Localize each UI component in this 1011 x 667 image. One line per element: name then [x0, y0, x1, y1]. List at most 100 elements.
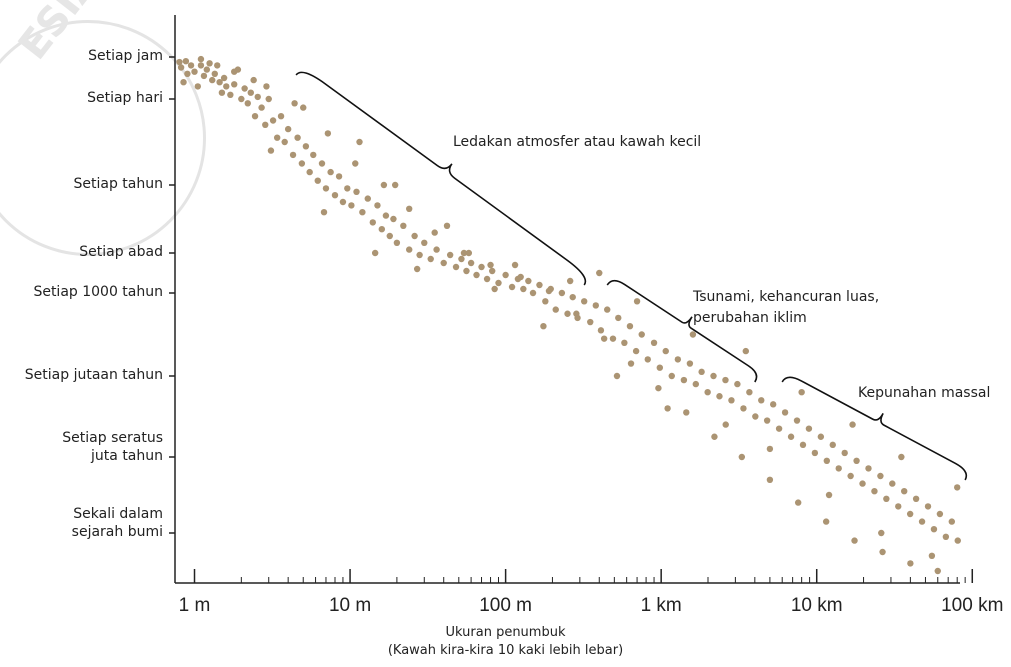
data-point: [478, 263, 485, 271]
data-point: [849, 421, 856, 428]
data-point: [752, 413, 759, 420]
data-point: [689, 331, 697, 338]
data-point: [386, 232, 393, 240]
data-point: [487, 261, 494, 269]
data-point: [231, 68, 238, 75]
data-point: [633, 298, 641, 305]
data-point: [734, 380, 741, 388]
data-point: [443, 222, 451, 229]
data-point: [393, 239, 401, 246]
data-point: [626, 323, 634, 330]
data-point: [580, 298, 588, 305]
data-point: [766, 476, 774, 483]
data-point: [344, 185, 351, 192]
y-tick-label: Setiap 1000 tahun: [33, 284, 163, 300]
data-point: [823, 457, 831, 464]
data-point: [566, 277, 574, 285]
data-point: [452, 263, 460, 271]
data-point: [331, 192, 339, 199]
data-point: [781, 409, 789, 416]
data-point: [613, 372, 621, 380]
data-point: [627, 360, 635, 367]
data-point: [766, 445, 774, 453]
data-point: [536, 281, 543, 289]
data-point: [716, 393, 723, 400]
data-point: [592, 302, 600, 309]
data-point: [473, 271, 480, 279]
data-point: [906, 510, 914, 518]
y-tick-label: Setiap seratus juta tahun: [62, 430, 163, 464]
data-point: [650, 339, 658, 346]
data-point: [281, 138, 288, 146]
data-point: [829, 441, 836, 449]
data-point: [463, 267, 470, 275]
data-point: [558, 289, 566, 297]
data-point: [878, 529, 885, 537]
data-point: [934, 567, 941, 575]
data-point: [542, 298, 549, 305]
data-point: [421, 239, 428, 246]
data-point: [277, 113, 285, 120]
data-point: [668, 372, 675, 380]
data-point: [380, 181, 388, 189]
data-point: [359, 209, 366, 216]
data-point: [177, 64, 185, 71]
data-point: [924, 503, 932, 510]
scatter-points: [176, 55, 961, 575]
data-point: [632, 347, 640, 355]
data-point: [460, 249, 468, 257]
data-point: [564, 310, 571, 317]
data-point: [258, 104, 265, 111]
annotation-label: Ledakan atmosfer atau kawah kecil: [453, 134, 702, 150]
data-point: [805, 425, 813, 432]
data-point: [936, 510, 944, 518]
data-point: [664, 405, 671, 412]
data-point: [825, 491, 833, 499]
data-point: [320, 209, 328, 216]
data-point: [609, 335, 617, 342]
data-point: [847, 472, 854, 480]
data-point: [187, 62, 195, 69]
data-point: [300, 104, 307, 111]
data-point: [433, 246, 440, 253]
data-point: [411, 232, 418, 240]
data-point: [406, 205, 413, 212]
data-point: [644, 356, 651, 363]
x-tick-label: 10 km: [790, 595, 843, 616]
data-point: [284, 125, 292, 133]
data-point: [841, 449, 848, 457]
data-point: [502, 271, 509, 279]
data-point: [907, 560, 914, 567]
data-point: [314, 177, 321, 184]
data-point: [238, 95, 245, 103]
data-point: [390, 215, 397, 223]
data-point: [191, 68, 198, 75]
data-point: [948, 518, 956, 525]
data-point: [211, 70, 218, 78]
chart-axes: [169, 15, 974, 584]
data-point: [227, 91, 234, 99]
data-point: [298, 160, 306, 167]
data-point: [353, 188, 360, 195]
annotation-label: Kepunahan massal: [858, 385, 991, 401]
data-point: [378, 226, 386, 233]
data-point: [263, 83, 270, 90]
data-point: [794, 499, 802, 506]
data-point: [822, 518, 830, 525]
annotation-label: Tsunami, kehancuran luas, perubahan ikli…: [693, 289, 880, 326]
x-tick-label: 100 km: [941, 595, 1004, 616]
x-tick-label: 1 m: [178, 595, 211, 616]
data-point: [371, 249, 379, 257]
data-point: [273, 134, 281, 141]
data-point: [656, 364, 664, 371]
data-point: [758, 397, 765, 404]
data-point: [310, 151, 317, 159]
data-point: [918, 518, 926, 525]
y-tick-label: Setiap abad: [79, 244, 163, 260]
data-point: [686, 360, 694, 367]
data-point: [698, 368, 705, 376]
data-point: [218, 89, 226, 96]
data-point: [446, 251, 454, 259]
data-point: [214, 62, 221, 69]
